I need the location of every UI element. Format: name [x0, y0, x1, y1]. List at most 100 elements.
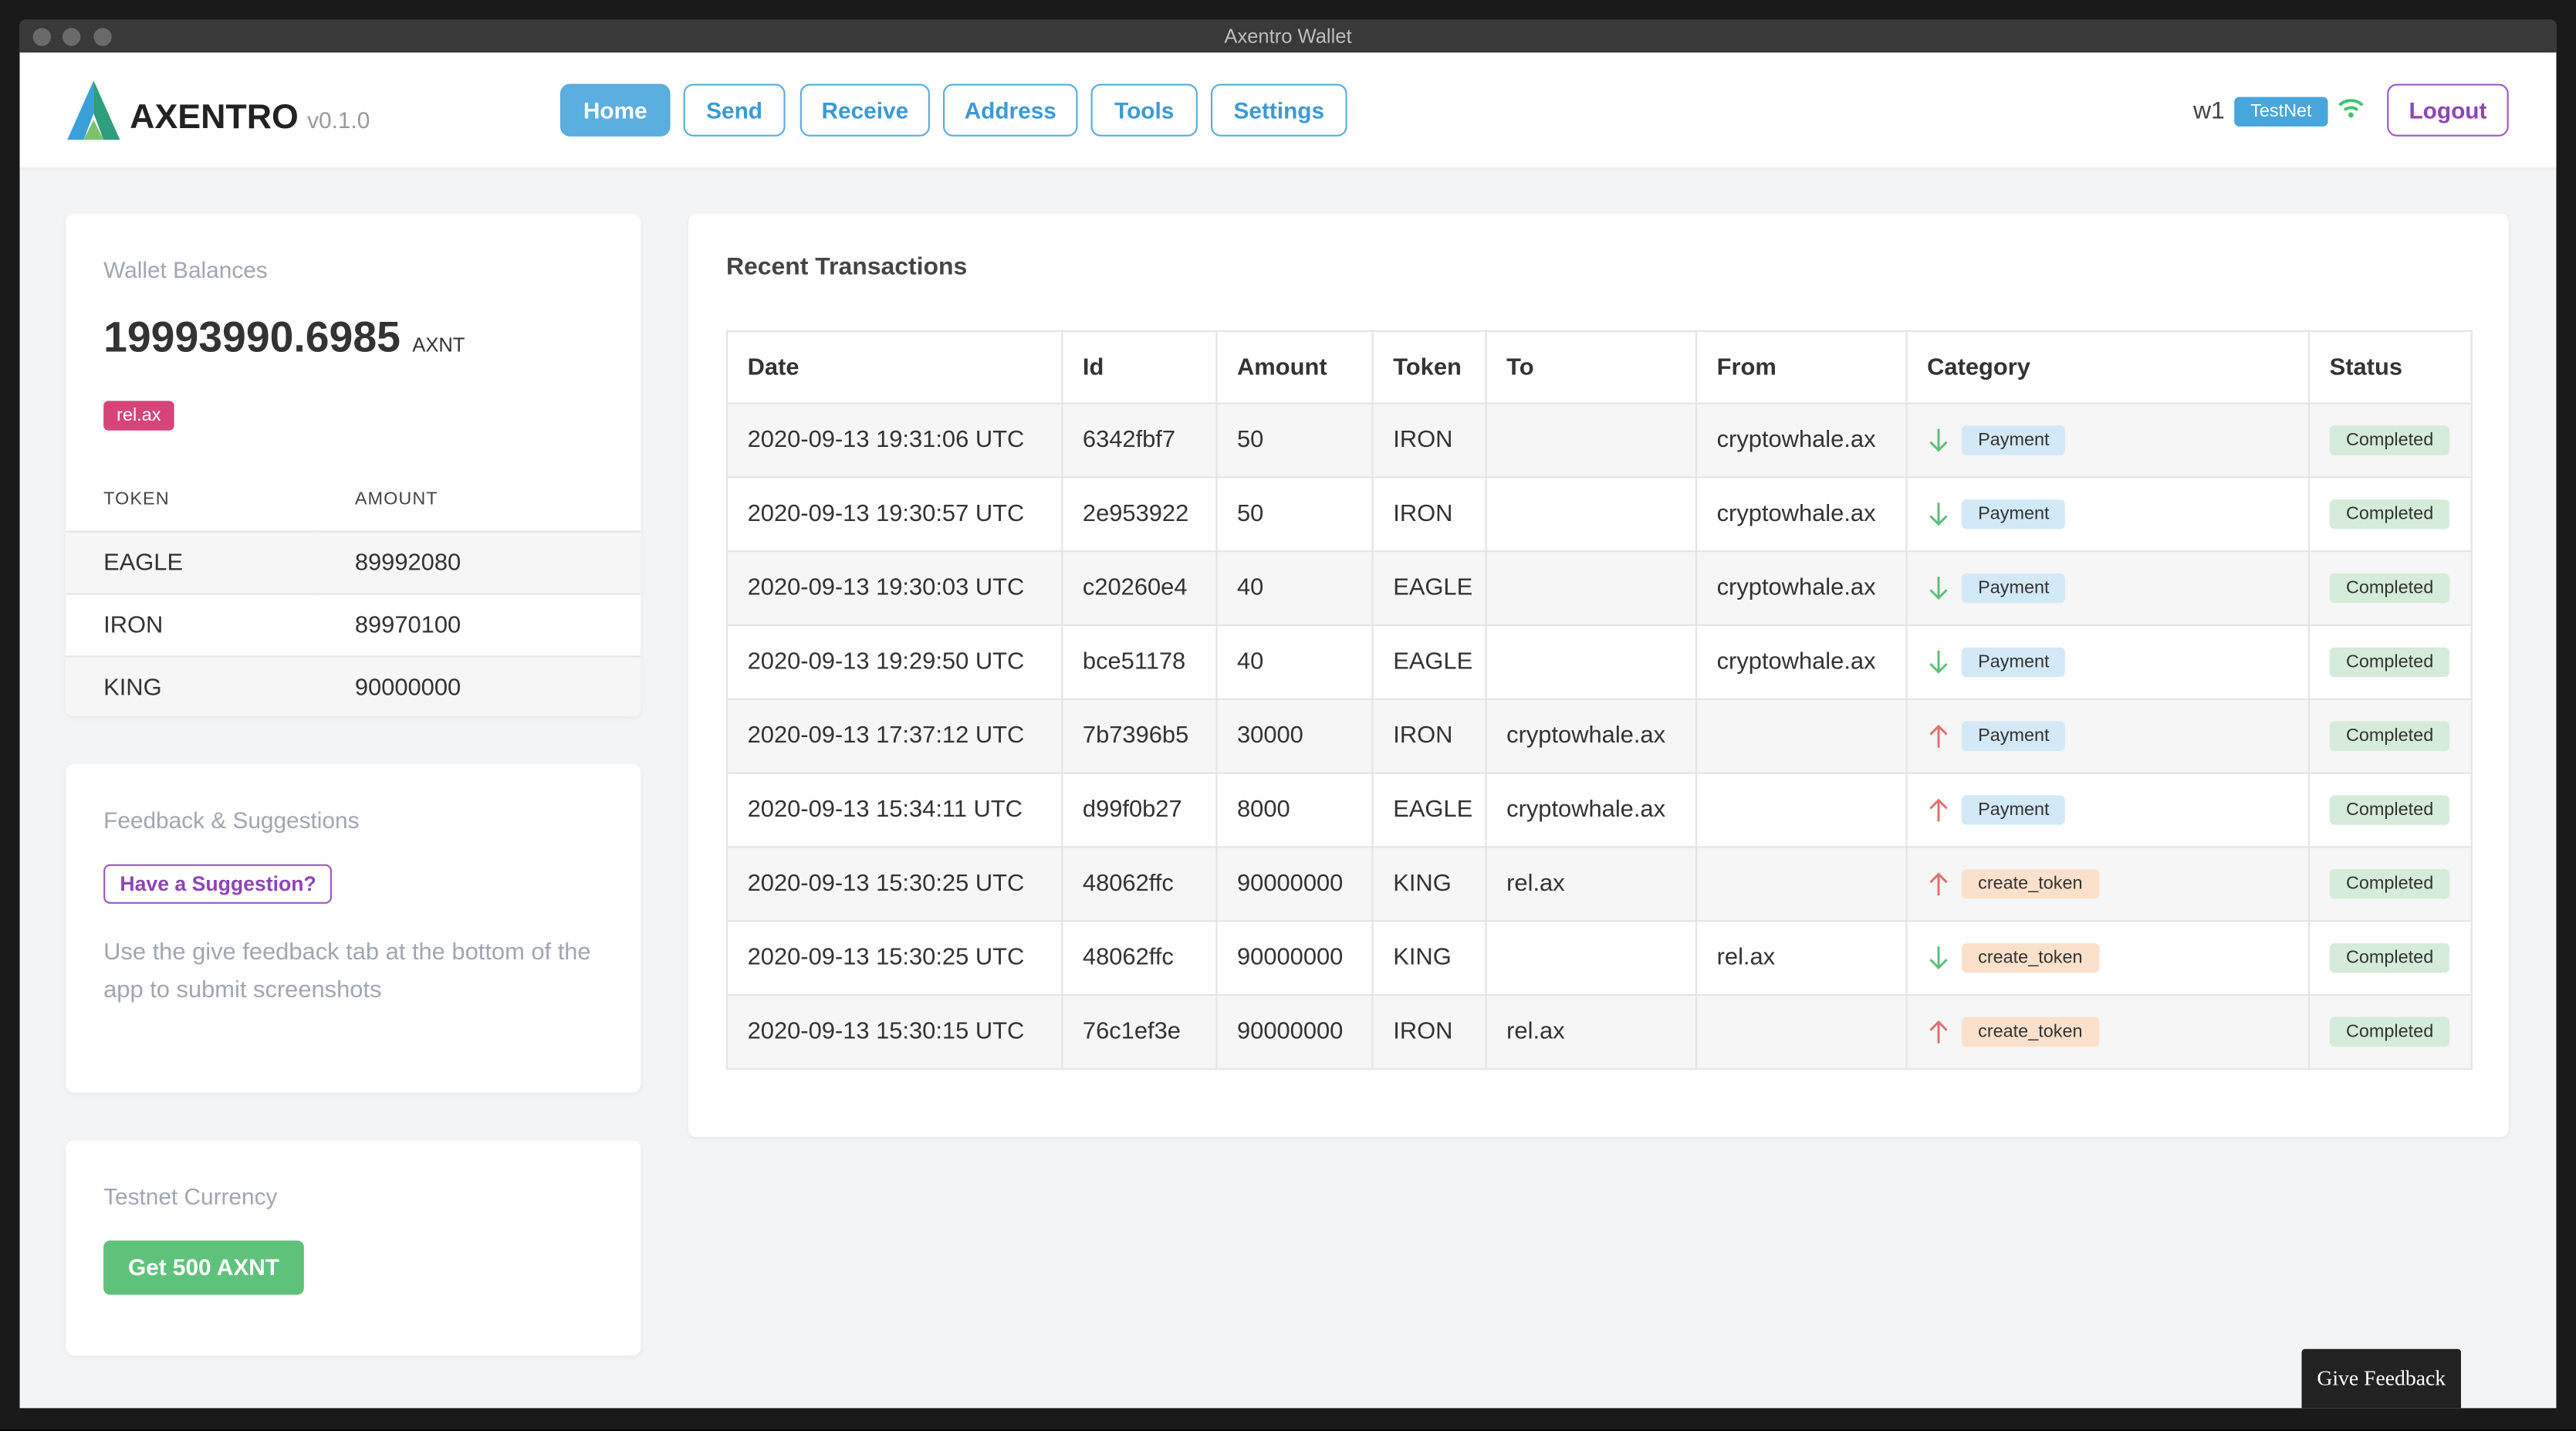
balance-row: EAGLE89992080 [66, 532, 641, 594]
transaction-row[interactable]: 2020-09-13 19:30:57 UTC2e95392250IRONcry… [727, 477, 2472, 551]
address-badge: rel.ax [103, 401, 174, 430]
category-cell: create_token [1907, 847, 2310, 921]
column-header: Token [1373, 331, 1486, 404]
app-window: Axentro Wallet AXENTRO v0.1.0 Home Send … [20, 20, 2557, 1409]
tx-id: d99f0b27 [1062, 773, 1216, 847]
outgoing-arrow [1927, 1019, 1950, 1045]
version: v0.1.0 [307, 107, 370, 133]
category-cell: create_token [1907, 921, 2310, 995]
category-badge: create_token [1962, 869, 2099, 898]
to: rel.ax [1486, 995, 1696, 1069]
amount: 90000000 [1216, 995, 1372, 1069]
amount: 89970100 [317, 594, 641, 657]
date: 2020-09-13 19:29:50 UTC [727, 625, 1062, 699]
nav-address[interactable]: Address [943, 84, 1078, 137]
header: AXENTRO v0.1.0 Home Send Receive Address… [20, 52, 2557, 167]
status-cell: Completed [2309, 477, 2472, 551]
nav-receive[interactable]: Receive [800, 84, 930, 137]
balance-unit: AXNT [412, 333, 465, 357]
to [1486, 551, 1696, 625]
token: KING [1373, 921, 1486, 995]
from [1696, 847, 1906, 921]
transactions-card: Recent Transactions DateIdAmountTokenToF… [688, 214, 2509, 1137]
token: IRON [1373, 477, 1486, 551]
status-badge: Completed [2330, 573, 2450, 603]
category-badge: Payment [1962, 795, 2066, 824]
status-badge: Completed [2330, 499, 2450, 529]
outgoing-arrow [1927, 871, 1950, 897]
card-title: Testnet Currency [103, 1183, 277, 1209]
logout-button[interactable]: Logout [2387, 84, 2509, 137]
faucet-button[interactable]: Get 500 AXNT [103, 1240, 304, 1294]
to [1486, 477, 1696, 551]
amount: 90000000 [317, 656, 641, 716]
category-badge: create_token [1962, 943, 2099, 973]
transaction-row[interactable]: 2020-09-13 15:30:15 UTC76c1ef3e90000000I… [727, 995, 2472, 1069]
category-cell: create_token [1907, 995, 2310, 1069]
amount: 8000 [1216, 773, 1372, 847]
category-cell: Payment [1907, 551, 2310, 625]
to [1486, 921, 1696, 995]
nav-home[interactable]: Home [560, 84, 671, 137]
feedback-card: Feedback & Suggestions Have a Suggestion… [66, 764, 641, 1093]
nav-settings[interactable]: Settings [1211, 84, 1347, 137]
date: 2020-09-13 19:30:57 UTC [727, 477, 1062, 551]
token: IRON [66, 594, 317, 657]
network-badge: TestNet [2234, 97, 2328, 127]
from: cryptowhale.ax [1696, 477, 1906, 551]
transaction-row[interactable]: 2020-09-13 15:30:25 UTC48062ffc90000000K… [727, 847, 2472, 921]
status-cell: Completed [2309, 551, 2472, 625]
transaction-row[interactable]: 2020-09-13 15:30:25 UTC48062ffc90000000K… [727, 921, 2472, 995]
amount: 40 [1216, 625, 1372, 699]
balances-card: Wallet Balances 19993990.6985 AXNT rel.a… [66, 214, 641, 716]
from: rel.ax [1696, 921, 1906, 995]
tx-id: c20260e4 [1062, 551, 1216, 625]
category-cell: Payment [1907, 699, 2310, 773]
incoming-arrow [1927, 649, 1950, 675]
incoming-arrow [1927, 427, 1950, 453]
to: cryptowhale.ax [1486, 773, 1696, 847]
tx-id: 7b7396b5 [1062, 699, 1216, 773]
to [1486, 625, 1696, 699]
category-badge: Payment [1962, 722, 2066, 751]
balance-row: IRON89970100 [66, 594, 641, 657]
category-cell: Payment [1907, 773, 2310, 847]
incoming-arrow [1927, 501, 1950, 527]
header-row: TOKENAMOUNT [66, 469, 641, 532]
amount: 90000000 [1216, 847, 1372, 921]
transaction-row[interactable]: 2020-09-13 19:30:03 UTCc20260e440EAGLEcr… [727, 551, 2472, 625]
transaction-row[interactable]: 2020-09-13 15:34:11 UTCd99f0b278000EAGLE… [727, 773, 2472, 847]
status-cell: Completed [2309, 404, 2472, 478]
nav-send[interactable]: Send [684, 84, 786, 137]
minimize-button[interactable] [63, 28, 80, 46]
amount: 40 [1216, 551, 1372, 625]
status-badge: Completed [2330, 648, 2450, 677]
status-cell: Completed [2309, 921, 2472, 995]
connection-icon [2338, 97, 2364, 120]
tx-id: 76c1ef3e [1062, 995, 1216, 1069]
column-header: AMOUNT [317, 469, 641, 532]
status-cell: Completed [2309, 699, 2472, 773]
transaction-row[interactable]: 2020-09-13 19:31:06 UTC6342fbf750IRONcry… [727, 404, 2472, 478]
column-header: Id [1062, 331, 1216, 404]
date: 2020-09-13 19:31:06 UTC [727, 404, 1062, 478]
maximize-button[interactable] [93, 28, 111, 46]
date: 2020-09-13 15:30:25 UTC [727, 847, 1062, 921]
token: EAGLE [1373, 773, 1486, 847]
close-button[interactable] [33, 28, 51, 46]
token: KING [66, 656, 317, 716]
status-cell: Completed [2309, 625, 2472, 699]
give-feedback-tab[interactable]: Give Feedback [2301, 1349, 2460, 1409]
suggestion-button[interactable]: Have a Suggestion? [103, 864, 333, 904]
amount: 50 [1216, 404, 1372, 478]
card-title: Recent Transactions [726, 253, 967, 281]
brand: AXENTRO [130, 99, 299, 138]
amount: 89992080 [317, 532, 641, 594]
transaction-row[interactable]: 2020-09-13 19:29:50 UTCbce5117840EAGLEcr… [727, 625, 2472, 699]
from [1696, 995, 1906, 1069]
transaction-row[interactable]: 2020-09-13 17:37:12 UTC7b7396b530000IRON… [727, 699, 2472, 773]
category-badge: Payment [1962, 648, 2066, 677]
nav-tools[interactable]: Tools [1091, 84, 1198, 137]
